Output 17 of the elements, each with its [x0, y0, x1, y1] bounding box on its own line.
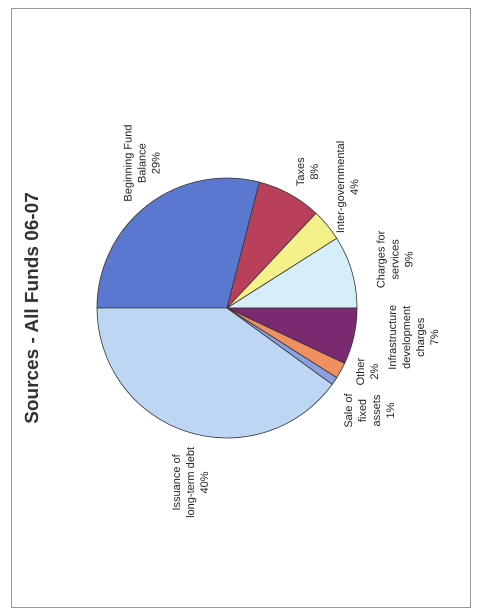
slice-label: Issuance of long-term debt — [170, 446, 197, 518]
slice-label: Other — [354, 358, 366, 386]
data-label: 1% — [384, 402, 396, 419]
data-label: 9% — [403, 251, 416, 268]
data-label: 7% — [428, 329, 440, 346]
slice-label: Beginning Fund Balance — [122, 124, 148, 202]
slice-label: Taxes — [294, 156, 307, 186]
slice-label: Sale of fixed assets — [342, 392, 382, 428]
data-label: 8% — [308, 164, 321, 180]
data-label: 4% — [348, 178, 361, 195]
slice-label: Inter-governmental — [334, 140, 347, 234]
text: Sources - All Funds 06-07 — [22, 192, 42, 424]
data-label: 40% — [198, 471, 211, 494]
data-label: 29% — [150, 152, 162, 174]
slice-label: Infrastructure development charges — [386, 304, 426, 370]
data-label: 2% — [368, 363, 380, 380]
slice-label: Charges for services — [375, 230, 402, 288]
